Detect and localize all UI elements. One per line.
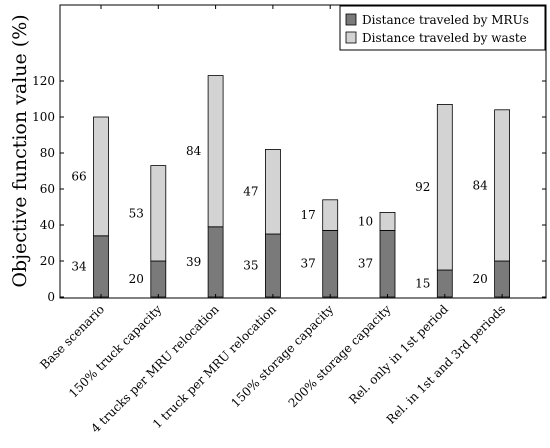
x-tick-label: 150% storage capacity [228, 302, 336, 410]
data-label-mrus: 15 [415, 277, 430, 291]
data-label-waste: 10 [358, 214, 373, 228]
legend-swatch [345, 13, 357, 26]
bar-waste [494, 109, 511, 262]
data-label-mrus: 35 [243, 259, 258, 273]
data-label-waste: 84 [186, 144, 202, 158]
data-label-waste: 92 [415, 180, 430, 194]
data-label-waste: 66 [71, 169, 86, 183]
y-tick-label: 40 [40, 218, 55, 232]
bar-waste [207, 75, 224, 228]
x-tick-label: Rel. in 1st and 3rd periods [384, 302, 509, 427]
legend-label: Distance traveled by MRUs [362, 13, 529, 27]
data-label-mrus: 20 [129, 272, 144, 286]
bar-mrus [264, 233, 281, 298]
data-label-waste: 53 [129, 206, 144, 220]
data-label-mrus: 34 [71, 259, 87, 273]
x-tick-label: Rel. only in 1st period [346, 302, 451, 407]
data-label-waste: 84 [472, 178, 488, 192]
x-tick-label: 150% truck capacity [66, 302, 165, 401]
bar-mrus [207, 226, 224, 298]
data-label-mrus: 37 [358, 257, 373, 271]
bar-waste [150, 165, 167, 262]
data-label-mrus: 20 [472, 272, 487, 286]
y-tick-label: 60 [40, 182, 55, 196]
bar-waste [379, 211, 396, 231]
y-tick-label: 100 [32, 110, 55, 124]
legend-swatch [345, 31, 357, 44]
y-tick-label: 20 [40, 254, 55, 268]
bar-waste [264, 148, 281, 235]
data-label-waste: 17 [301, 208, 316, 222]
bar-mrus [93, 235, 109, 298]
bar-mrus [494, 260, 511, 298]
bar-waste [322, 199, 339, 231]
data-label-mrus: 39 [186, 255, 201, 269]
data-label-waste: 47 [243, 185, 258, 199]
data-label-mrus: 37 [301, 257, 316, 271]
y-tick-label: 120 [32, 74, 55, 88]
bar-mrus [436, 269, 453, 298]
bar-mrus [322, 229, 339, 298]
bar-waste [436, 104, 453, 271]
bar-mrus [150, 260, 167, 298]
y-tick-label: 0 [47, 290, 55, 304]
y-axis-title: Objective function value (%) [9, 14, 31, 287]
bar-waste [93, 116, 109, 237]
legend-label: Distance traveled by waste [362, 31, 527, 45]
y-tick-label: 80 [40, 146, 55, 160]
legend-box [339, 5, 546, 51]
bar-mrus [379, 229, 396, 298]
plot-frame [59, 4, 547, 299]
x-tick-label: 200% storage capacity [286, 302, 394, 410]
legend: Distance traveled by MRUs Distance travel… [339, 5, 546, 51]
data-labels: 34 66 20 53 39 84 35 47 37 17 37 10 15 92 20 84 [71, 144, 488, 290]
bars [93, 75, 511, 298]
x-tick-label: 1 truck per MRU relocation [150, 302, 279, 431]
y-axis-ticks: 0 20 40 60 80 100 120 [32, 74, 546, 304]
